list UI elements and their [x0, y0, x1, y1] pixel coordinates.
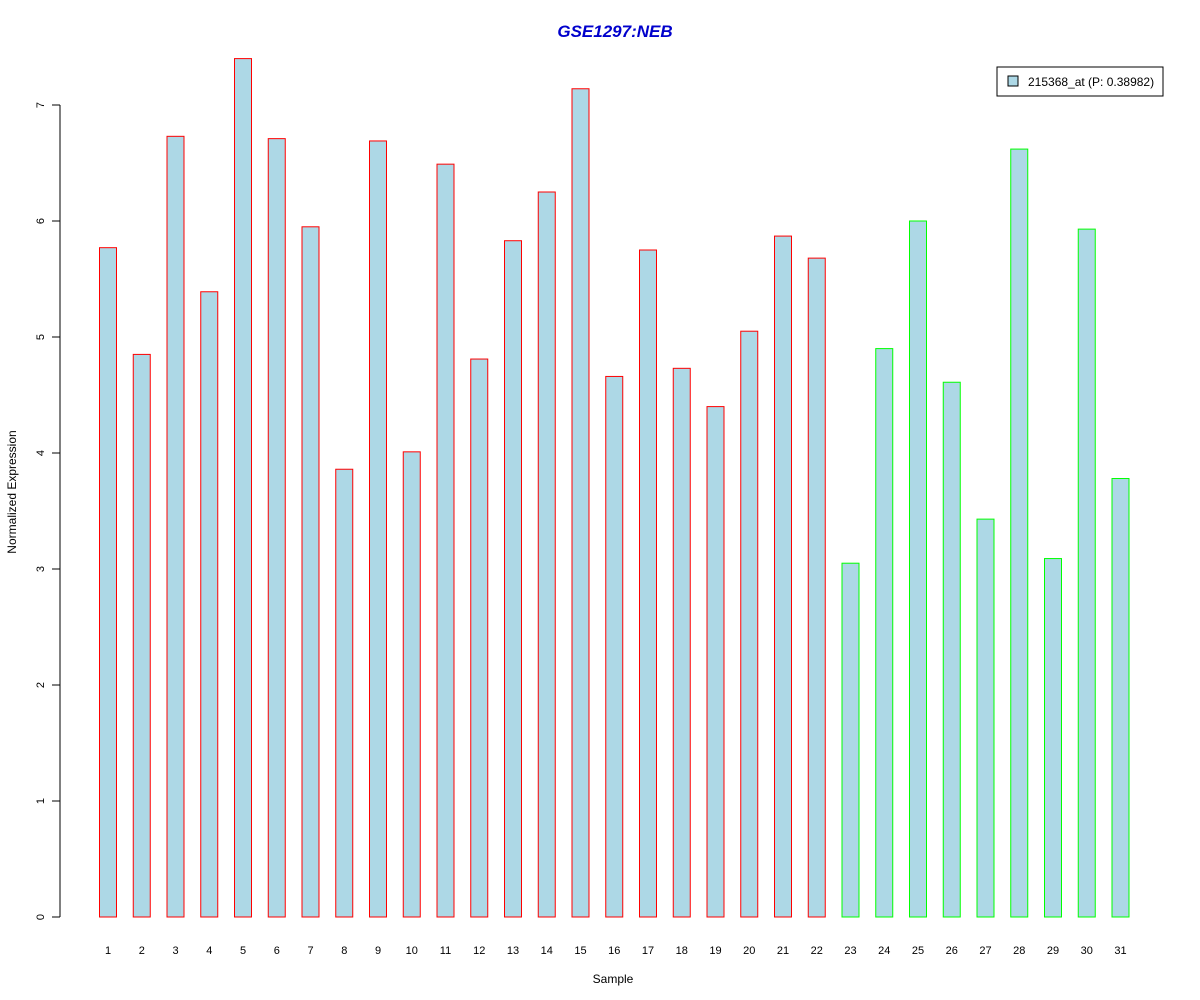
- bar: [537, 191, 556, 918]
- bar: [99, 247, 117, 918]
- bar: [200, 291, 219, 918]
- x-tick-label: 31: [1114, 945, 1126, 957]
- bar: [301, 226, 320, 918]
- bar: [639, 249, 657, 918]
- y-tick-label: 5: [35, 334, 47, 340]
- x-tick-label: 1: [105, 945, 111, 957]
- bar: [706, 406, 725, 918]
- x-tick-label: 25: [912, 945, 924, 957]
- x-tick-label: 16: [608, 945, 620, 957]
- bar: [875, 348, 894, 918]
- x-tick-label: 8: [341, 945, 347, 957]
- y-ticks: 0 1 2 3 4 5 6 7: [35, 102, 60, 920]
- x-tick-label: 23: [844, 945, 856, 957]
- legend-swatch: [1007, 75, 1019, 87]
- x-tick-label: 19: [709, 945, 721, 957]
- chart-title: GSE1297:NEB: [557, 22, 672, 41]
- x-tick-label: 13: [507, 945, 519, 957]
- x-tick-label: 17: [642, 945, 654, 957]
- legend-box: [996, 66, 1164, 97]
- x-tick-labels: 1 2 3 4 5 6 7 8 9 10 11 12 13 14 15 16 17 18 19 20 21 22 23 24 2…: [105, 945, 1127, 957]
- x-tick-label: 11: [440, 945, 451, 957]
- bar: [166, 135, 185, 918]
- x-tick-label: 28: [1013, 945, 1025, 957]
- x-tick-label: 18: [676, 945, 688, 957]
- x-tick-label: 5: [240, 945, 246, 957]
- bar: [571, 88, 590, 918]
- x-tick-label: 6: [274, 945, 280, 957]
- bar: [436, 163, 455, 918]
- y-tick-label: 6: [35, 218, 47, 224]
- y-tick-label: 2: [35, 682, 47, 688]
- bar: [1044, 558, 1062, 918]
- x-tick-label: 3: [172, 945, 178, 957]
- bar: [267, 138, 286, 918]
- bar: [470, 358, 489, 918]
- bar: [335, 468, 354, 918]
- x-tick-label: 12: [473, 945, 485, 957]
- x-tick-label: 2: [139, 945, 145, 957]
- bar: [369, 140, 387, 918]
- x-tick-label: 4: [206, 945, 212, 957]
- x-tick-label: 7: [307, 945, 313, 957]
- bar: [976, 518, 995, 918]
- y-tick-label: 1: [35, 798, 47, 804]
- bar: [1077, 228, 1096, 918]
- bar: [504, 240, 522, 918]
- bar: [909, 220, 927, 918]
- legend: 215368_at (P: 0.38982): [996, 66, 1164, 97]
- bar: [234, 58, 252, 918]
- y-axis-label: Normalized Expression: [5, 430, 19, 553]
- x-tick-label: 30: [1081, 945, 1093, 957]
- x-tick-label: 9: [375, 945, 381, 957]
- x-tick-label: 14: [541, 945, 553, 957]
- x-tick-label: 29: [1047, 945, 1059, 957]
- y-tick-label: 4: [35, 450, 47, 456]
- bar: [740, 330, 759, 918]
- x-axis-label: Sample: [593, 972, 634, 986]
- x-tick-label: 27: [979, 945, 991, 957]
- bar: [672, 367, 691, 918]
- legend-label: 215368_at (P: 0.38982): [1028, 75, 1154, 89]
- y-tick-label: 7: [35, 102, 47, 108]
- x-tick-label: 24: [878, 945, 890, 957]
- bar: [841, 562, 860, 918]
- x-tick-label: 21: [777, 945, 789, 957]
- x-tick-label: 22: [811, 945, 823, 957]
- x-tick-label: 20: [743, 945, 755, 957]
- bar: [132, 353, 151, 918]
- bar: [605, 375, 624, 918]
- x-tick-label: 15: [574, 945, 586, 957]
- bar: [402, 451, 421, 918]
- bars: [99, 58, 1130, 918]
- x-tick-label: 10: [406, 945, 418, 957]
- y-tick-label: 3: [35, 566, 47, 572]
- bar: [1111, 478, 1130, 918]
- bar: [942, 381, 961, 918]
- bar: [774, 235, 792, 918]
- bar: [807, 257, 826, 918]
- bar: [1010, 148, 1029, 918]
- x-tick-label: 26: [946, 945, 958, 957]
- y-tick-label: 0: [35, 914, 47, 920]
